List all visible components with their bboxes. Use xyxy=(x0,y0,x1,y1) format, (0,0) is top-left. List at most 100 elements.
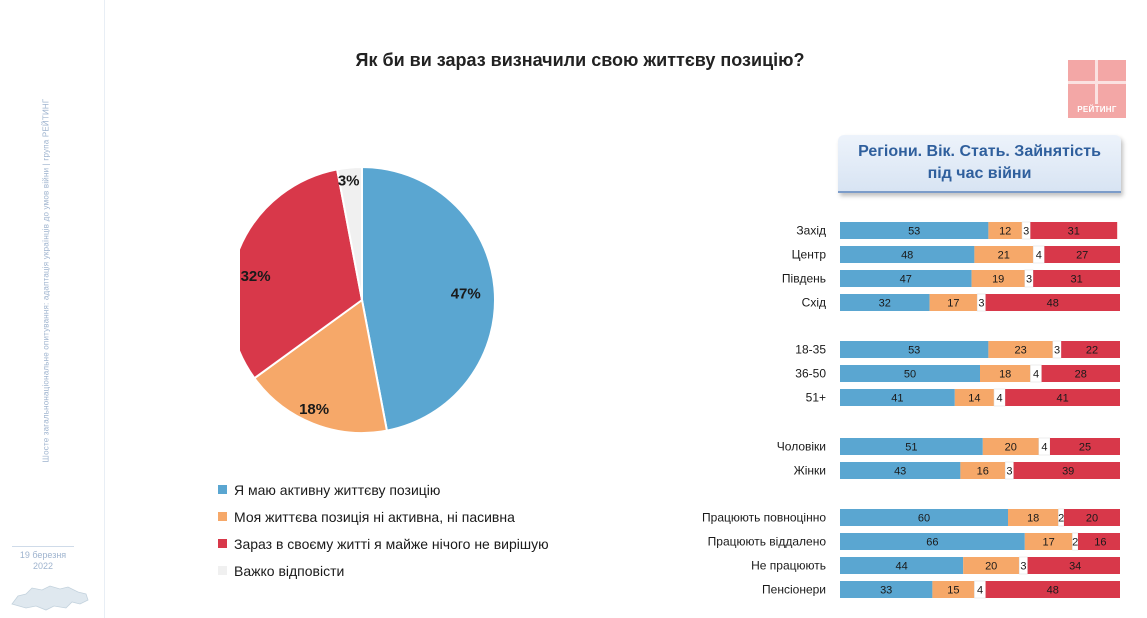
bar-value-label: 22 xyxy=(1086,345,1098,357)
survey-date: 19 березня 2022 xyxy=(12,546,74,572)
bar-segment xyxy=(1033,270,1120,287)
legend-swatch xyxy=(218,512,227,521)
bar-segment xyxy=(840,581,933,598)
bar-value-label: 33 xyxy=(880,585,892,597)
legend-item: Важко відповісти xyxy=(218,557,638,584)
category-label: Жінки xyxy=(794,464,826,478)
legend-swatch xyxy=(218,485,227,494)
bar-segment xyxy=(840,557,964,574)
pie-slice xyxy=(361,165,496,432)
bar-segment xyxy=(1044,246,1120,263)
ukraine-map-icon xyxy=(11,585,89,611)
bar-segment xyxy=(1061,341,1120,358)
pie-slice-label: 32% xyxy=(241,268,271,285)
category-label: 36-50 xyxy=(795,367,826,381)
bar-value-label: 19 xyxy=(992,274,1004,286)
bar-segment xyxy=(929,294,978,311)
bar-value-label: 3 xyxy=(1026,274,1032,286)
bar-segment xyxy=(963,557,1020,574)
bar-value-label: 14 xyxy=(968,393,980,405)
category-label: 18-35 xyxy=(795,343,826,357)
bar-value-label: 12 xyxy=(999,226,1011,238)
category-label: Не працюють xyxy=(751,559,826,573)
logo-grid xyxy=(1068,60,1126,104)
bar-value-label: 17 xyxy=(1042,537,1054,549)
category-label: Чоловіки xyxy=(777,440,826,454)
legend-swatch xyxy=(218,539,227,548)
bar-value-label: 17 xyxy=(947,298,959,310)
bar-value-label: 50 xyxy=(904,369,916,381)
bar-value-label: 41 xyxy=(891,393,903,405)
category-label: Центр xyxy=(792,248,827,262)
bar-value-label: 3 xyxy=(1023,226,1029,238)
bar-value-label: 4 xyxy=(997,393,1003,405)
bar-segment xyxy=(840,270,972,287)
bar-segment xyxy=(1024,269,1034,288)
bar-segment xyxy=(1064,509,1120,526)
logo-text: РЕЙТИНГ xyxy=(1077,105,1117,114)
bar-value-label: 47 xyxy=(900,274,912,286)
bar-segment xyxy=(840,462,961,479)
side-strip: Шосте загальнонаціональне опитування: ад… xyxy=(0,0,105,618)
bar-segment xyxy=(971,270,1025,287)
bar-segment xyxy=(974,246,1034,263)
breakdown-header: Регіони. Вік. Стать. Зайнятість під час … xyxy=(838,135,1121,193)
bar-segment xyxy=(1008,509,1059,526)
bar-value-label: 39 xyxy=(1062,466,1074,478)
bar-value-label: 53 xyxy=(908,345,920,357)
bar-segment xyxy=(988,222,1022,239)
category-label: Працюють повноцінно xyxy=(702,511,826,525)
bar-segment xyxy=(1050,438,1120,455)
legend-label: Я маю активну життєву позицію xyxy=(234,481,441,498)
bar-value-label: 2 xyxy=(1058,513,1064,525)
bar-value-label: 4 xyxy=(1033,369,1039,381)
bar-value-label: 21 xyxy=(998,250,1010,262)
bar-value-label: 23 xyxy=(1014,345,1026,357)
chart-title: Як би ви зараз визначили свою життєву по… xyxy=(355,50,805,70)
bar-segment xyxy=(982,438,1039,455)
category-label: Схід xyxy=(802,296,826,310)
bar-value-label: 44 xyxy=(895,561,907,573)
bar-value-label: 3 xyxy=(1006,466,1012,478)
bar-segment xyxy=(1027,557,1120,574)
bar-segment xyxy=(954,389,994,406)
bar-value-label: 53 xyxy=(908,226,920,238)
bar-segment xyxy=(985,294,1120,311)
bar-value-label: 2 xyxy=(1072,537,1078,549)
bar-segment xyxy=(840,341,989,358)
bar-value-label: 25 xyxy=(1079,442,1091,454)
bar-segment xyxy=(974,580,986,599)
bar-segment xyxy=(1041,365,1120,382)
bar-segment xyxy=(840,246,975,263)
bar-value-label: 20 xyxy=(985,561,997,573)
legend-item: Моя життєва позиція ні активна, ні пасив… xyxy=(218,503,638,530)
bar-value-label: 15 xyxy=(947,585,959,597)
bar-segment xyxy=(840,389,955,406)
bar-segment xyxy=(1052,340,1062,359)
bar-value-label: 60 xyxy=(918,513,930,525)
bar-segment xyxy=(840,222,989,239)
bar-value-label: 4 xyxy=(977,585,983,597)
bar-value-label: 16 xyxy=(1094,537,1106,549)
bar-segment xyxy=(1024,533,1073,550)
bar-value-label: 31 xyxy=(1068,226,1080,238)
bar-value-label: 48 xyxy=(1047,585,1059,597)
bar-segment xyxy=(985,581,1120,598)
side-caption: Шосте загальнонаціональне опитування: ад… xyxy=(16,40,76,520)
bar-segment xyxy=(960,462,1006,479)
bar-segment xyxy=(840,509,1008,526)
bar-value-label: 4 xyxy=(1036,250,1042,262)
pie-slice xyxy=(253,298,389,434)
bar-segment xyxy=(988,341,1053,358)
legend-label: Важко відповісти xyxy=(234,562,345,579)
bar-segment xyxy=(980,365,1031,382)
legend-label: Зараз в своєму житті я майже нічого не в… xyxy=(234,535,549,552)
pie-slice xyxy=(240,168,364,380)
bar-value-label: 4 xyxy=(1041,442,1047,454)
bar-value-label: 18 xyxy=(999,369,1011,381)
bar-segment xyxy=(1030,364,1042,383)
bar-segment xyxy=(840,294,930,311)
bar-value-label: 51 xyxy=(905,442,917,454)
bar-value-label: 18 xyxy=(1027,513,1039,525)
